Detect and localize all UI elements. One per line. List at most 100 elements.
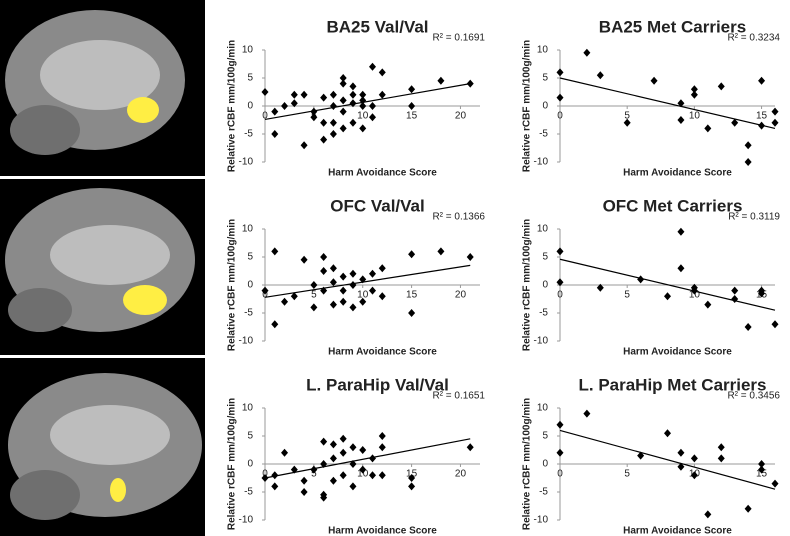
- brain: [40, 40, 160, 110]
- chart: OFC Val/Val Harm Avoidance Score Relative …: [227, 196, 486, 357]
- data-point: [329, 118, 337, 127]
- y-tick-label: 10: [242, 45, 254, 56]
- y-tick-label: 0: [542, 459, 548, 470]
- brain: [50, 405, 170, 465]
- y-axis-title: Relative rCBF mm/100g/min: [227, 398, 238, 530]
- data-point: [271, 320, 279, 329]
- data-point: [650, 76, 658, 85]
- data-point: [290, 292, 298, 301]
- data-point: [556, 278, 564, 287]
- data-point: [437, 247, 445, 256]
- annotation: R² = 0.3119: [728, 212, 780, 223]
- data-point: [329, 102, 337, 110]
- y-tick-label: 10: [537, 403, 549, 414]
- data-point: [349, 443, 357, 452]
- x-tick-label: 10: [357, 469, 369, 480]
- roi: [127, 97, 159, 123]
- data-point: [744, 141, 752, 150]
- data-point: [408, 309, 416, 317]
- y-tick-label: 10: [537, 45, 549, 56]
- data-point: [378, 68, 386, 77]
- x-tick-label: 10: [357, 290, 369, 301]
- x-axis-title: Harm Avoidance Score: [623, 347, 732, 358]
- x-tick-label: 10: [689, 111, 701, 122]
- data-point: [623, 118, 631, 127]
- x-tick-label: 20: [455, 111, 467, 122]
- data-point: [556, 93, 564, 102]
- data-point: [556, 68, 564, 77]
- cerebellum: [10, 470, 80, 520]
- data-point: [369, 471, 376, 480]
- y-tick-label: 0: [247, 280, 253, 291]
- data-point: [320, 286, 328, 295]
- x-axis-title: Harm Avoidance Score: [328, 168, 437, 179]
- y-tick-label: 5: [247, 73, 253, 84]
- data-point: [731, 295, 739, 303]
- brain: [50, 225, 170, 285]
- data-point: [378, 471, 386, 480]
- data-point: [359, 465, 367, 474]
- data-point: [281, 448, 289, 457]
- data-point: [300, 255, 308, 264]
- data-point: [596, 283, 604, 292]
- y-tick-label: -5: [244, 129, 253, 140]
- data-point: [664, 292, 671, 301]
- data-point: [310, 107, 318, 116]
- data-point: [359, 446, 367, 454]
- y-tick-label: -10: [239, 157, 254, 168]
- data-point: [339, 297, 347, 306]
- data-point: [677, 227, 685, 236]
- x-tick-label: 0: [262, 469, 268, 480]
- data-point: [677, 264, 685, 273]
- y-tick-label: 0: [542, 101, 548, 112]
- y-tick-label: 0: [247, 101, 253, 112]
- y-axis-title: Relative rCBF mm/100g/min: [227, 219, 238, 351]
- data-point: [677, 448, 685, 457]
- data-point: [261, 88, 269, 96]
- x-tick-label: 15: [406, 290, 418, 301]
- data-point: [271, 247, 279, 256]
- y-axis-title: Relative rCBF mm/100g/min: [522, 40, 533, 172]
- data-point: [290, 99, 298, 108]
- y-tick-label: 5: [542, 252, 548, 263]
- data-point: [664, 429, 671, 438]
- data-point: [556, 247, 564, 256]
- y-tick-label: 10: [242, 403, 254, 414]
- data-point: [378, 292, 386, 301]
- roi: [110, 478, 126, 502]
- x-tick-label: 5: [311, 469, 317, 480]
- chart: BA25 Met Carriers Harm Avoidance Score Rel…: [522, 17, 781, 178]
- chart: L. ParaHip Val/Val Harm Avoidance Score Re…: [227, 375, 486, 536]
- y-tick-label: -5: [539, 487, 548, 498]
- data-point: [378, 90, 386, 99]
- data-point: [408, 474, 416, 482]
- data-point: [744, 323, 752, 331]
- data-point: [339, 124, 347, 133]
- x-axis-title: Harm Avoidance Score: [328, 526, 437, 536]
- data-point: [290, 90, 298, 99]
- data-point: [339, 272, 347, 281]
- y-axis-title: Relative rCBF mm/100g/min: [522, 398, 533, 530]
- data-point: [690, 471, 698, 480]
- data-point: [677, 99, 685, 108]
- cerebellum: [8, 288, 72, 332]
- data-point: [261, 286, 269, 295]
- data-point: [437, 76, 445, 85]
- data-point: [408, 102, 416, 110]
- chart-title: L. ParaHip Met Carriers: [578, 375, 766, 394]
- x-tick-label: 5: [624, 290, 630, 301]
- x-tick-label: 20: [455, 290, 467, 301]
- data-point: [731, 286, 739, 295]
- data-point: [731, 118, 739, 127]
- y-tick-label: -5: [539, 129, 548, 140]
- x-tick-label: 0: [557, 111, 563, 122]
- x-tick-label: 0: [262, 290, 268, 301]
- data-point: [281, 102, 289, 110]
- data-point: [349, 99, 357, 108]
- trendline: [559, 429, 776, 490]
- data-point: [349, 281, 357, 289]
- data-point: [758, 121, 766, 130]
- y-tick-label: -5: [244, 308, 253, 319]
- data-point: [339, 448, 347, 457]
- data-point: [717, 443, 725, 452]
